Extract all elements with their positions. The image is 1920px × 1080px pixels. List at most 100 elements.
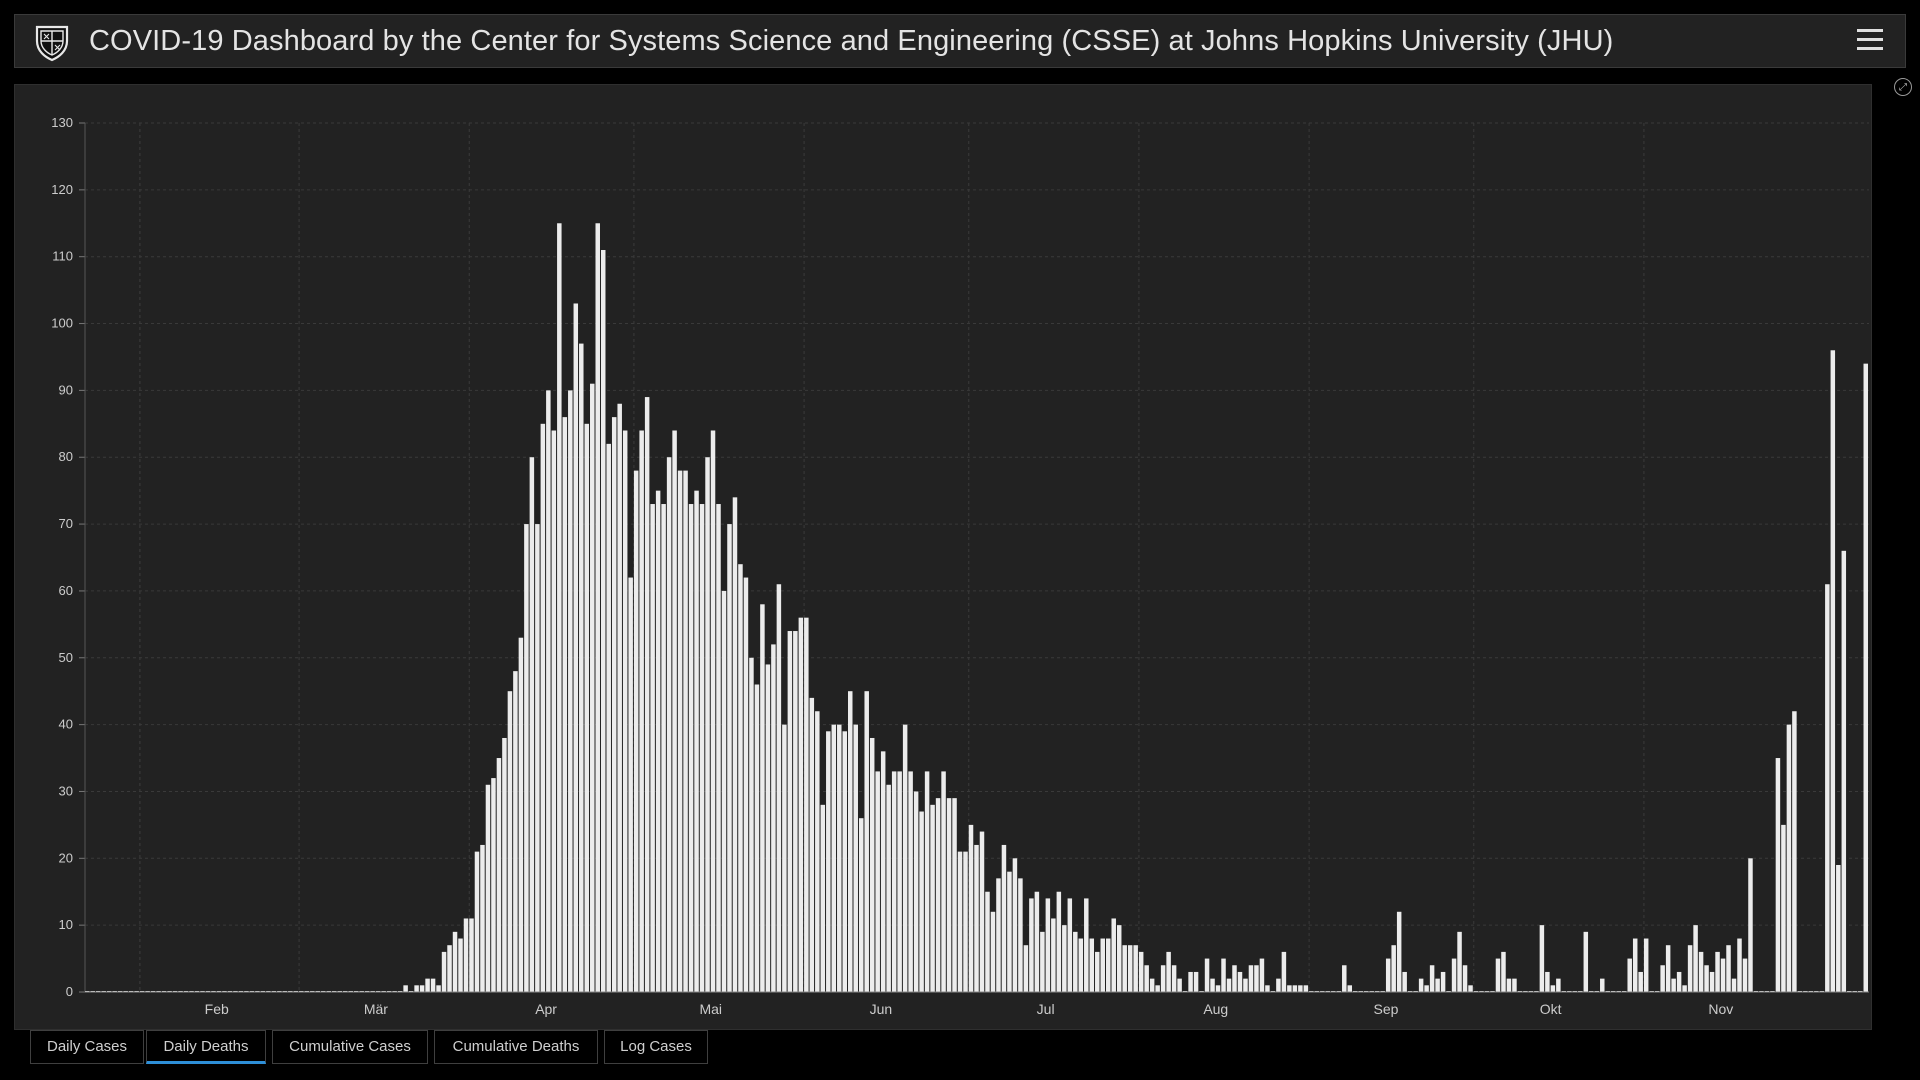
bar[interactable]	[1402, 971, 1407, 992]
bar[interactable]	[458, 938, 463, 992]
bar[interactable]	[1237, 971, 1243, 992]
bar[interactable]	[1051, 918, 1056, 992]
bar[interactable]	[672, 430, 677, 992]
bar[interactable]	[858, 818, 864, 992]
bar[interactable]	[1836, 864, 1841, 992]
bar[interactable]	[529, 457, 535, 992]
bar[interactable]	[1825, 584, 1830, 992]
bar[interactable]	[815, 711, 820, 992]
bar[interactable]	[1698, 951, 1704, 992]
bar[interactable]	[897, 771, 902, 992]
bar[interactable]	[1023, 945, 1029, 992]
bar[interactable]	[622, 430, 628, 992]
bar[interactable]	[557, 223, 562, 992]
bar[interactable]	[754, 684, 760, 992]
bar[interactable]	[727, 524, 732, 992]
bar[interactable]	[1210, 978, 1215, 992]
bar[interactable]	[880, 751, 886, 992]
bar[interactable]	[1742, 958, 1748, 992]
bar[interactable]	[935, 798, 941, 992]
bar[interactable]	[683, 470, 688, 993]
bar[interactable]	[1440, 971, 1446, 992]
bar[interactable]	[1342, 965, 1347, 992]
bar[interactable]	[1243, 978, 1248, 992]
bar[interactable]	[1726, 945, 1731, 992]
bar[interactable]	[1138, 951, 1144, 992]
bar[interactable]	[869, 737, 875, 992]
bar[interactable]	[1720, 958, 1726, 992]
bar[interactable]	[1034, 891, 1040, 992]
bar[interactable]	[436, 985, 441, 992]
bar[interactable]	[886, 784, 891, 992]
bar[interactable]	[1105, 938, 1111, 992]
bar[interactable]	[941, 771, 946, 992]
bar[interactable]	[1462, 965, 1468, 992]
bar[interactable]	[1451, 958, 1457, 992]
bar[interactable]	[677, 470, 683, 993]
bar[interactable]	[644, 397, 650, 993]
bar[interactable]	[507, 691, 513, 992]
bar[interactable]	[1501, 951, 1506, 992]
bar[interactable]	[913, 791, 919, 992]
bar[interactable]	[776, 584, 782, 992]
tab-daily-deaths[interactable]: Daily Deaths	[146, 1030, 266, 1064]
bar[interactable]	[853, 724, 858, 992]
bar[interactable]	[1704, 965, 1709, 992]
bar[interactable]	[1396, 911, 1402, 992]
tab-log-cases[interactable]: Log Cases	[604, 1030, 708, 1064]
bar[interactable]	[595, 223, 600, 992]
bar[interactable]	[963, 851, 968, 992]
bar[interactable]	[699, 504, 705, 992]
bar[interactable]	[414, 985, 419, 992]
bar[interactable]	[1731, 978, 1737, 992]
bar[interactable]	[1095, 951, 1100, 992]
bar[interactable]	[1062, 925, 1067, 992]
tab-daily-cases[interactable]: Daily Cases	[30, 1030, 144, 1064]
bar[interactable]	[1232, 965, 1237, 992]
bar[interactable]	[1775, 758, 1781, 992]
bar[interactable]	[924, 771, 930, 992]
bar[interactable]	[1204, 958, 1210, 992]
bar[interactable]	[1045, 898, 1051, 992]
bar[interactable]	[1830, 350, 1836, 992]
bar[interactable]	[1248, 965, 1254, 992]
bar[interactable]	[798, 617, 804, 992]
bar[interactable]	[837, 724, 842, 992]
bar[interactable]	[535, 524, 540, 992]
bar[interactable]	[469, 918, 474, 992]
bar[interactable]	[919, 811, 924, 992]
bar[interactable]	[1276, 978, 1281, 992]
bar[interactable]	[1786, 724, 1792, 992]
bar[interactable]	[1638, 971, 1643, 992]
bar[interactable]	[1385, 958, 1391, 992]
bar[interactable]	[540, 423, 546, 992]
bar[interactable]	[1155, 985, 1160, 992]
bar[interactable]	[1018, 878, 1023, 992]
bar[interactable]	[518, 637, 524, 992]
bar[interactable]	[1632, 938, 1638, 992]
bar[interactable]	[1687, 945, 1693, 992]
bar[interactable]	[1067, 898, 1073, 992]
bar[interactable]	[1737, 938, 1742, 992]
bar[interactable]	[650, 504, 655, 992]
bar[interactable]	[1709, 971, 1715, 992]
bar[interactable]	[633, 470, 639, 993]
bar[interactable]	[1122, 945, 1127, 992]
bar[interactable]	[793, 631, 798, 992]
bar[interactable]	[1193, 971, 1199, 992]
bar[interactable]	[908, 771, 913, 992]
bar[interactable]	[1116, 925, 1122, 992]
bar[interactable]	[1287, 985, 1292, 992]
bar[interactable]	[1671, 978, 1676, 992]
bar[interactable]	[1127, 945, 1133, 992]
bar[interactable]	[1627, 958, 1632, 992]
bar[interactable]	[1550, 985, 1556, 992]
bar[interactable]	[1254, 965, 1259, 992]
bar[interactable]	[990, 911, 996, 992]
bar[interactable]	[848, 691, 853, 992]
bar[interactable]	[1556, 978, 1561, 992]
bar[interactable]	[1748, 858, 1753, 992]
bar[interactable]	[480, 844, 485, 992]
bar[interactable]	[1303, 985, 1309, 992]
bar[interactable]	[716, 504, 721, 992]
